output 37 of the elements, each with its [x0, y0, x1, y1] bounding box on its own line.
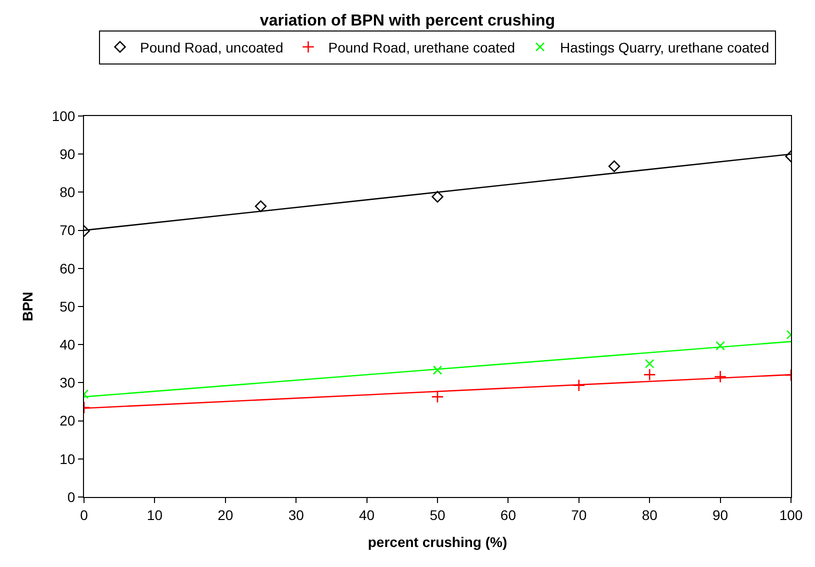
y-tick-label: 60 — [60, 260, 76, 276]
point — [432, 365, 442, 375]
x-tick-label: 80 — [642, 506, 658, 523]
x-tick-label: 20 — [218, 506, 234, 523]
x-tick-label: 10 — [146, 506, 163, 523]
point — [432, 190, 444, 203]
x-axis-title: percent crushing (%) — [368, 534, 508, 550]
x-tick-label: 70 — [571, 506, 587, 523]
point — [716, 341, 725, 350]
y-tick-label: 70 — [60, 222, 76, 238]
y-tick-label: 100 — [52, 108, 76, 124]
x-tick-label: 0 — [80, 506, 88, 523]
y-tick-label: 10 — [60, 450, 76, 467]
y-tick-label: 30 — [60, 374, 76, 391]
y-tick-label: 90 — [60, 146, 76, 162]
point — [608, 160, 620, 172]
legend-label: Pound Road, uncoated — [140, 39, 284, 56]
point — [572, 379, 586, 392]
y-tick-label: 80 — [60, 184, 76, 200]
point — [714, 370, 727, 383]
x-tick-label: 30 — [288, 506, 304, 523]
x-tick-label: 90 — [712, 506, 728, 523]
legend-label: Hastings Quarry, urethane coated — [560, 39, 770, 56]
point — [644, 359, 654, 368]
x-tick-label: 40 — [359, 506, 375, 523]
y-tick-label: 40 — [60, 336, 76, 352]
point — [431, 390, 444, 404]
legend-label: Pound Road, urethane coated — [328, 39, 516, 56]
x-tick-label: 60 — [500, 506, 516, 523]
point — [643, 368, 656, 381]
y-tick-label: 0 — [67, 488, 76, 505]
x-tick-label: 50 — [430, 506, 446, 523]
y-tick-label: 50 — [60, 298, 76, 314]
y-axis-title: BPN — [19, 292, 36, 322]
chart-title: variation of BPN with percent crushing — [260, 12, 556, 30]
x-tick-label: 100 — [779, 506, 803, 523]
y-tick-label: 20 — [60, 412, 76, 429]
